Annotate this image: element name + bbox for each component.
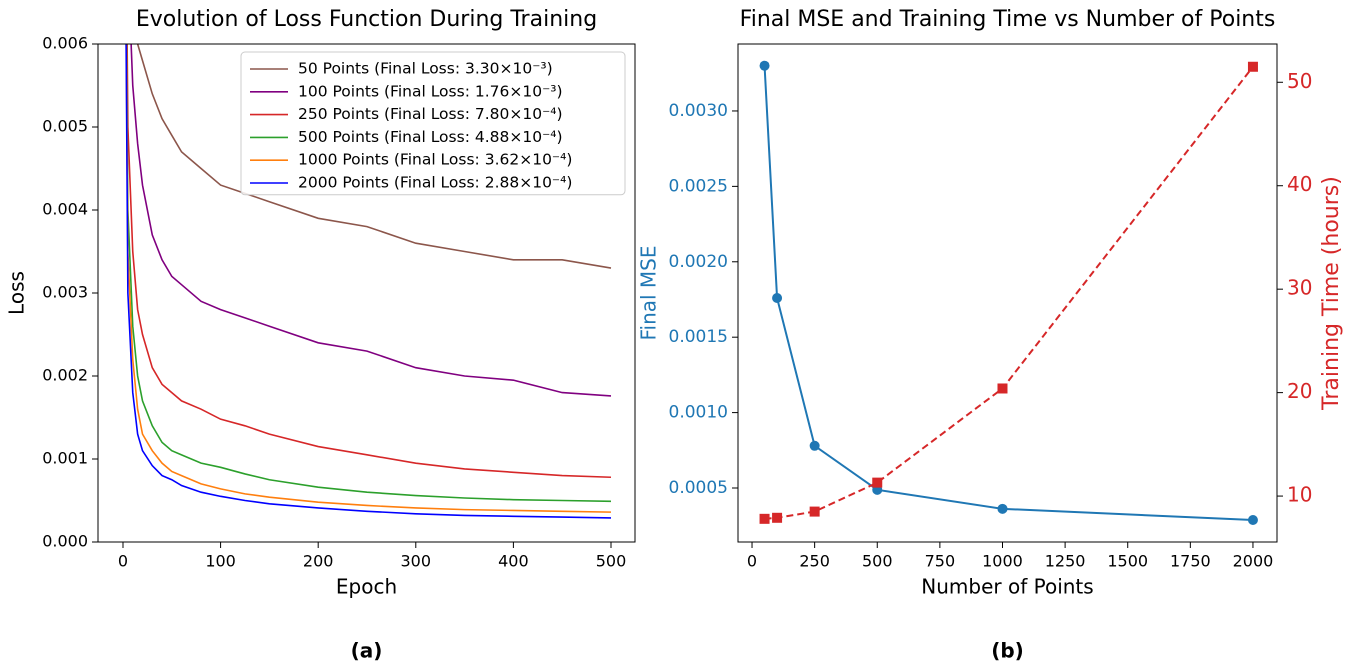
- legend-box: [240, 51, 626, 196]
- y2-tick-label: 40: [1287, 172, 1312, 196]
- series-line: [764, 66, 1254, 520]
- x-axis-label: Epoch: [336, 575, 397, 599]
- y-axis-label: Final MSE: [637, 245, 661, 340]
- x-tick-label: 0: [118, 552, 128, 571]
- y-tick-label: 0.004: [42, 200, 88, 219]
- y2-tick-label: 10: [1287, 483, 1312, 507]
- y-tick-label: 0.000: [42, 532, 88, 551]
- series-line: [136, 44, 612, 269]
- series-line: [763, 65, 1254, 521]
- marker: [809, 440, 820, 451]
- x-tick-label: 300: [401, 552, 432, 571]
- x-tick-label: 1250: [1045, 552, 1086, 571]
- marker: [772, 292, 783, 303]
- chart-title: Final MSE and Training Time vs Number of…: [740, 7, 1276, 32]
- legend-label: 2000 Points (Final Loss: 2.88×10⁻⁴): [298, 174, 572, 192]
- y2-tick-label: 30: [1287, 276, 1312, 300]
- legend-label: 1000 Points (Final Loss: 3.62×10⁻⁴): [298, 151, 572, 169]
- series-line: [125, 44, 612, 503]
- x-tick-label: 400: [498, 552, 529, 571]
- caption: (b): [991, 639, 1024, 663]
- y-tick-label: 0.003: [42, 283, 88, 302]
- legend-label: 100 Points (Final Loss: 1.76×10⁻³): [298, 82, 563, 100]
- x-axis-label: Number of Points: [921, 575, 1093, 599]
- marker: [772, 512, 783, 523]
- x-tick-label: 100: [205, 552, 236, 571]
- axes-frame: [97, 43, 636, 543]
- series-line: [125, 44, 612, 519]
- y-tick-label: 0.0020: [669, 252, 728, 272]
- y-tick-label: 0.001: [42, 449, 88, 468]
- chart-title: Evolution of Loss Function During Traini…: [136, 7, 597, 32]
- y-tick-label: 0.0015: [669, 327, 728, 347]
- x-tick-label: 250: [799, 552, 830, 571]
- y-tick-label: 0.0025: [669, 176, 728, 196]
- marker: [872, 477, 883, 488]
- marker: [1247, 514, 1258, 525]
- marker: [1247, 61, 1258, 72]
- y-tick-label: 0.0030: [669, 101, 728, 121]
- x-tick-label: 200: [303, 552, 334, 571]
- y2-tick-label: 50: [1287, 69, 1312, 93]
- axes-frame: [737, 43, 1278, 543]
- series-line: [130, 44, 612, 397]
- x-tick-label: 500: [862, 552, 893, 571]
- y-axis-label: Loss: [5, 271, 29, 315]
- y-tick-label: 0.006: [42, 34, 88, 53]
- y-tick-label: 0.005: [42, 117, 88, 136]
- x-tick-label: 0: [747, 552, 757, 571]
- plot-area: [759, 60, 1258, 525]
- series-line: [125, 44, 612, 513]
- legend-label: 50 Points (Final Loss: 3.30×10⁻³): [298, 60, 553, 78]
- x-tick-label: 2000: [1233, 552, 1274, 571]
- plot-area: [125, 44, 612, 519]
- legend-label: 250 Points (Final Loss: 7.80×10⁻⁴): [298, 105, 563, 123]
- x-tick-label: 500: [596, 552, 627, 571]
- y-tick-label: 0.002: [42, 366, 88, 385]
- marker: [759, 60, 770, 71]
- marker: [997, 383, 1008, 394]
- x-tick-label: 1000: [982, 552, 1023, 571]
- y-tick-label: 0.0005: [669, 478, 728, 498]
- caption: (a): [351, 639, 383, 663]
- marker: [997, 503, 1008, 514]
- x-tick-label: 1500: [1107, 552, 1148, 571]
- y2-axis-label: Training Time (hours): [1319, 176, 1344, 411]
- marker: [809, 506, 820, 517]
- series-line: [126, 44, 612, 479]
- y2-tick-label: 20: [1287, 379, 1312, 403]
- legend-label: 500 Points (Final Loss: 4.88×10⁻⁴): [298, 128, 563, 146]
- y-tick-label: 0.0010: [669, 403, 728, 423]
- x-tick-label: 750: [925, 552, 956, 571]
- x-tick-label: 1750: [1170, 552, 1211, 571]
- marker: [759, 513, 770, 524]
